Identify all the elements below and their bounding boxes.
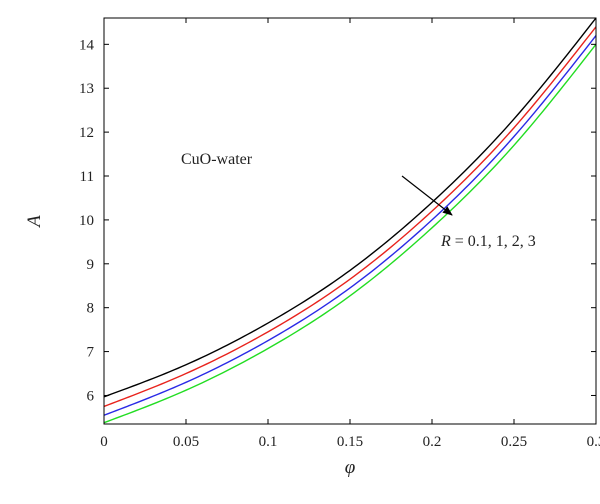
y-tick-label: 14 xyxy=(79,37,95,53)
y-tick-label: 10 xyxy=(79,213,94,229)
x-tick-label: 0.1 xyxy=(259,434,278,450)
y-tick-label: 8 xyxy=(87,301,95,317)
series-line-2 xyxy=(103,26,597,408)
x-tick-label: 0.05 xyxy=(173,434,199,450)
y-tick-label: 11 xyxy=(80,169,94,185)
fluid-annotation: CuO-water xyxy=(181,151,253,168)
series-line-4 xyxy=(103,43,597,424)
x-tick-label: 0.3 xyxy=(587,434,600,450)
r-values: = 0.1, 1, 2, 3 xyxy=(451,233,536,250)
series-layer xyxy=(103,17,597,424)
y-tick-label: 9 xyxy=(87,257,95,273)
plot-area xyxy=(104,18,596,424)
x-tick-label: 0.2 xyxy=(423,434,442,450)
y-tick-label: 6 xyxy=(87,388,95,404)
y-tick-label: 7 xyxy=(87,345,95,361)
y-axis-label: A xyxy=(24,215,45,229)
x-axis-label: φ xyxy=(345,457,356,478)
r-values-annotation: R = 0.1, 1, 2, 3 xyxy=(440,233,536,250)
r-symbol: R xyxy=(440,233,451,250)
ticks-layer: 0 0.05 0.1 0.15 0.2 0.25 0.3 6 7 8 9 10 11 12 13 14 xyxy=(79,18,600,450)
increase-arrow xyxy=(401,175,453,216)
series-line-3 xyxy=(103,35,597,416)
x-tick-label: 0.15 xyxy=(337,434,363,450)
x-tick-label: 0 xyxy=(100,434,108,450)
y-tick-label: 12 xyxy=(79,125,94,141)
x-tick-label: 0.25 xyxy=(501,434,527,450)
y-tick-label: 13 xyxy=(79,81,94,97)
series-line-1 xyxy=(103,17,597,398)
